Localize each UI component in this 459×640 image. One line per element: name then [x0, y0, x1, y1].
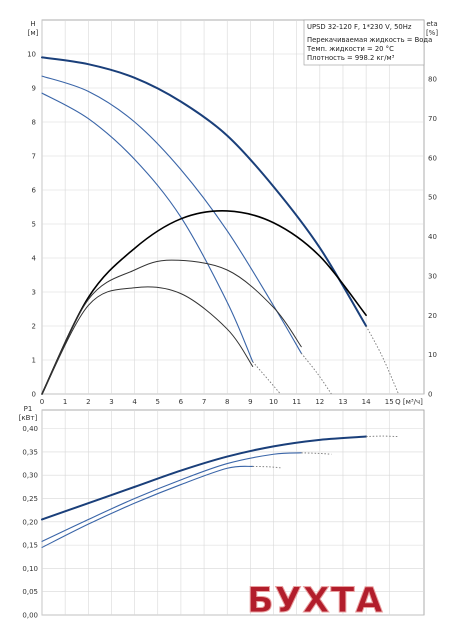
y2-tick-label: 40 [428, 233, 437, 241]
top-chart-frame [41, 19, 425, 395]
x-tick-label: 2 [86, 398, 90, 406]
p1-tick-label: 0,15 [22, 542, 38, 550]
watermark-logo: БУХТА [247, 581, 384, 621]
p1-tick-label: 0,30 [22, 472, 38, 480]
y-tick-label: 10 [27, 51, 36, 59]
info-model: UPSD 32-120 F, 1*230 V, 50Hz [307, 23, 412, 31]
info-box [303, 19, 425, 66]
eta-curve-5 [41, 286, 254, 395]
x-tick-label: 4 [132, 398, 137, 406]
h-axis-unit: [м] [28, 29, 39, 37]
info-line-fluid: Перекачиваемая жидкость = Вода [307, 36, 432, 44]
p1-tick-label: 0,20 [22, 518, 38, 526]
y2-tick-label: 20 [428, 312, 437, 320]
x-tick-label: 14 [362, 398, 371, 406]
bottom-curves [41, 435, 399, 548]
head-curve-0 [41, 56, 368, 327]
y-tick-label: 4 [32, 255, 37, 263]
y-tick-label: 0 [32, 391, 36, 399]
y-tick-label: 1 [32, 357, 36, 365]
x-tick-label: 11 [292, 398, 301, 406]
head-curve-ext-2 [252, 361, 281, 395]
bottom-axis-ticks: 0,00 0,05 0,10 0,15 0,20 0,25 0,30 0,35 0,40 [22, 425, 38, 619]
head-curve-ext-0 [365, 325, 399, 395]
x-tick-label: 5 [156, 398, 160, 406]
x-tick-label: 13 [339, 398, 348, 406]
info-line-density: Плотность = 998.2 кг/м³ [307, 54, 395, 62]
x-tick-label: 8 [225, 398, 229, 406]
y2-tick-label: 60 [428, 154, 437, 162]
x-tick-label: 3 [109, 398, 113, 406]
power-curve-ext-2 [252, 465, 281, 469]
head-curve-2 [41, 92, 254, 363]
p1-axis-title: P1 [24, 405, 33, 413]
y2-tick-label: 0 [428, 391, 432, 399]
x-tick-label: 15 [385, 398, 394, 406]
top-axis-ticks: 0 1 2 3 4 5 6 7 8 9 10 11 12 13 14 15012345678910010203… [27, 51, 437, 407]
eta-curve-3 [41, 210, 367, 395]
y2-tick-label: 30 [428, 272, 437, 280]
p1-tick-label: 0,10 [22, 565, 38, 573]
y-tick-label: 6 [32, 187, 37, 195]
x-tick-label: 1 [63, 398, 67, 406]
x-tick-label: 10 [269, 398, 278, 406]
info-line-temp: Темп. жидкости = 20 °C [306, 45, 394, 53]
y2-tick-label: 50 [428, 194, 437, 202]
q-axis-label: Q [м³/ч] [395, 398, 423, 406]
y-tick-label: 3 [32, 289, 36, 297]
y-tick-label: 9 [32, 85, 36, 93]
bottom-grid [41, 410, 424, 616]
y2-tick-label: 80 [428, 76, 437, 84]
top-grid [41, 20, 424, 395]
p1-tick-label: 0,35 [22, 448, 38, 456]
x-tick-label: 9 [248, 398, 252, 406]
x-tick-label: 12 [315, 398, 324, 406]
y-tick-label: 2 [32, 323, 36, 331]
p1-tick-label: 0,25 [22, 495, 38, 503]
y-tick-label: 7 [32, 153, 36, 161]
power-curve-ext-1 [301, 452, 332, 455]
h-axis-title: H [30, 20, 35, 28]
power-curve-2 [41, 465, 254, 548]
power-curve-0 [41, 435, 368, 521]
eta-curve-4 [41, 259, 302, 395]
p1-axis-unit: [кВт] [19, 414, 38, 422]
x-tick-label: 0 [40, 398, 44, 406]
x-tick-label: 7 [202, 398, 206, 406]
eta-axis-unit: [%] [426, 29, 438, 37]
p1-tick-label: 0,40 [22, 425, 38, 433]
p1-tick-label: 0,05 [22, 588, 38, 596]
power-curve-1 [41, 452, 302, 542]
head-curve-ext-1 [300, 352, 332, 395]
y-tick-label: 8 [32, 119, 36, 127]
top-curves [41, 56, 399, 395]
y2-tick-label: 10 [428, 351, 437, 359]
x-tick-label: 6 [179, 398, 184, 406]
y-tick-label: 5 [32, 221, 36, 229]
p1-tick-label: 0,00 [22, 612, 38, 620]
head-curve-1 [41, 75, 302, 354]
eta-axis-title: eta [426, 20, 437, 28]
y2-tick-label: 70 [428, 115, 437, 123]
